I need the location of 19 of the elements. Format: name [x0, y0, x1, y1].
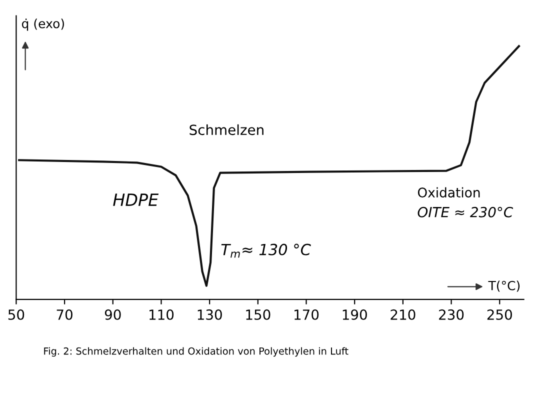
x-tick-label: 90 [104, 309, 121, 320]
x-tick-label: 70 [56, 309, 72, 320]
x-tick-label: 130 [198, 309, 222, 320]
annotation: HDPE [113, 194, 159, 206]
x-tick-label: 110 [150, 309, 174, 320]
y-axis-title: q̇ (exo) [22, 18, 64, 31]
x-tick-label: 50 [8, 309, 24, 320]
caption: Fig. 2: Schmelzverhalten und Oxidation von Polyethylen in Luft [44, 347, 348, 357]
x-tick-label: 150 [246, 309, 270, 320]
x-tick-label: 250 [487, 309, 512, 320]
annotation: Oxidation [418, 187, 480, 198]
x-tick-label: 210 [390, 309, 416, 320]
x-tick-label: 230 [439, 309, 464, 320]
annotation: OITE ≈ 230°C [418, 206, 514, 218]
x-tick-label: 170 [294, 309, 319, 320]
x-axis-title: T(°C) [488, 280, 520, 292]
annotation: T$_{m}$≈ 130 °C [221, 244, 311, 258]
annotation: Schmelzen [190, 124, 264, 136]
x-tick-label: 190 [342, 309, 367, 320]
